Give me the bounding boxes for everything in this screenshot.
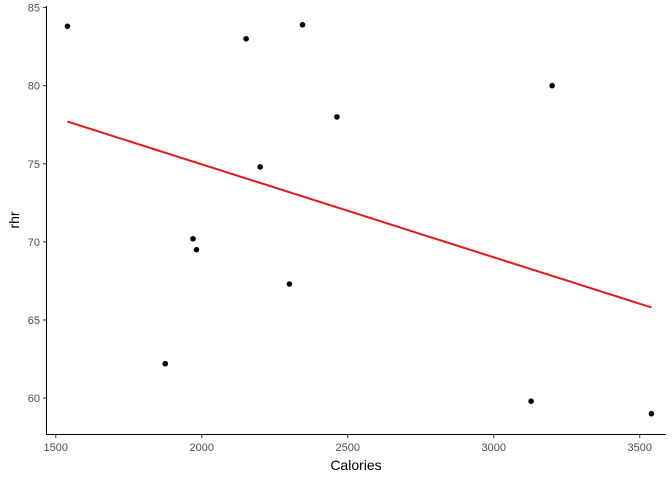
data-point [64, 23, 71, 30]
data-point [334, 114, 340, 120]
x-tick-label: 1500 [44, 442, 68, 454]
trend-line-group [67, 120, 652, 309]
data-point [193, 246, 200, 253]
data-point [648, 410, 655, 417]
x-axis-title: Calories [330, 457, 381, 473]
data-point [190, 235, 196, 242]
data-point [549, 82, 555, 89]
y-tick-label: 65 [28, 315, 40, 327]
y-axis-ticks: 60 65 70 75 80 85 [28, 3, 47, 405]
y-tick-label: 70 [28, 237, 40, 249]
x-tick-label: 3500 [627, 442, 651, 454]
data-point [299, 21, 306, 28]
data-point [286, 281, 293, 287]
x-tick-label: 3000 [481, 442, 505, 454]
y-axis-title: rhr [6, 211, 22, 228]
y-tick-label: 75 [28, 159, 40, 171]
x-axis-ticks: 1500 2000 2500 3000 3500 [44, 434, 652, 454]
data-point [162, 360, 169, 367]
x-tick-label: 2500 [335, 442, 359, 454]
trend-line [67, 120, 652, 309]
data-point [528, 398, 534, 404]
y-tick-label: 80 [28, 81, 40, 93]
x-tick-label: 2000 [190, 442, 214, 454]
y-tick-label: 60 [28, 393, 40, 405]
data-point [257, 164, 263, 170]
y-tick-label: 85 [28, 3, 40, 15]
data-points [64, 21, 655, 417]
data-point [243, 36, 249, 42]
